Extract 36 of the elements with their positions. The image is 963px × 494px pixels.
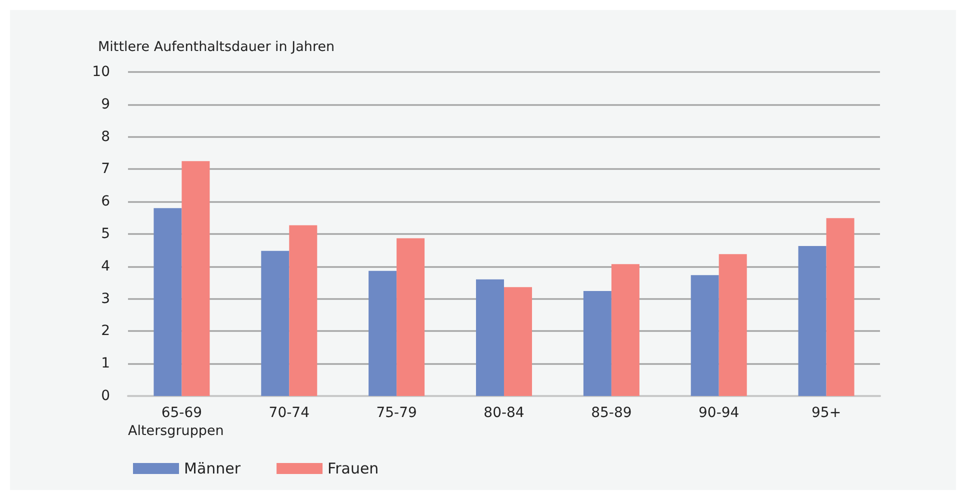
legend-label: Frauen bbox=[328, 460, 379, 478]
y-tick-label: 9 bbox=[101, 96, 110, 112]
y-axis-title: Mittlere Aufenthaltsdauer in Jahren bbox=[98, 39, 335, 55]
bar bbox=[261, 250, 290, 396]
y-tick-label: 5 bbox=[101, 226, 110, 242]
bar bbox=[718, 254, 747, 396]
bar bbox=[476, 279, 504, 396]
bar bbox=[368, 270, 397, 396]
bar bbox=[289, 225, 318, 396]
x-tick-label: 75-79 bbox=[376, 405, 417, 421]
bar bbox=[182, 161, 210, 396]
bar bbox=[611, 264, 640, 396]
bar bbox=[826, 218, 854, 396]
x-tick-label: 65-69 bbox=[161, 405, 202, 421]
x-tick-label: 85-89 bbox=[591, 405, 632, 421]
y-tick-label: 2 bbox=[101, 323, 110, 340]
bar bbox=[798, 246, 826, 396]
y-tick-label: 8 bbox=[101, 128, 110, 145]
y-tick-label: 4 bbox=[101, 258, 110, 274]
bar bbox=[504, 287, 532, 396]
x-tick-label: 80-84 bbox=[484, 405, 524, 421]
x-tick-label: 70-74 bbox=[268, 405, 310, 421]
y-tick-label: 6 bbox=[101, 194, 110, 210]
y-tick-label: 1 bbox=[101, 356, 110, 372]
x-tick-label: 90-94 bbox=[698, 405, 740, 421]
y-tick-label: 7 bbox=[101, 161, 110, 178]
legend-label: Männer bbox=[184, 460, 242, 478]
x-axis-title: Altersgruppen bbox=[128, 423, 224, 439]
bar bbox=[154, 208, 182, 396]
x-tick-label: 95+ bbox=[812, 405, 842, 421]
bar bbox=[583, 291, 612, 396]
bar bbox=[690, 275, 719, 396]
y-tick-label: 3 bbox=[101, 290, 110, 307]
bar bbox=[396, 238, 425, 396]
y-tick-label: 0 bbox=[101, 388, 110, 404]
y-tick-label: 10 bbox=[92, 64, 110, 80]
